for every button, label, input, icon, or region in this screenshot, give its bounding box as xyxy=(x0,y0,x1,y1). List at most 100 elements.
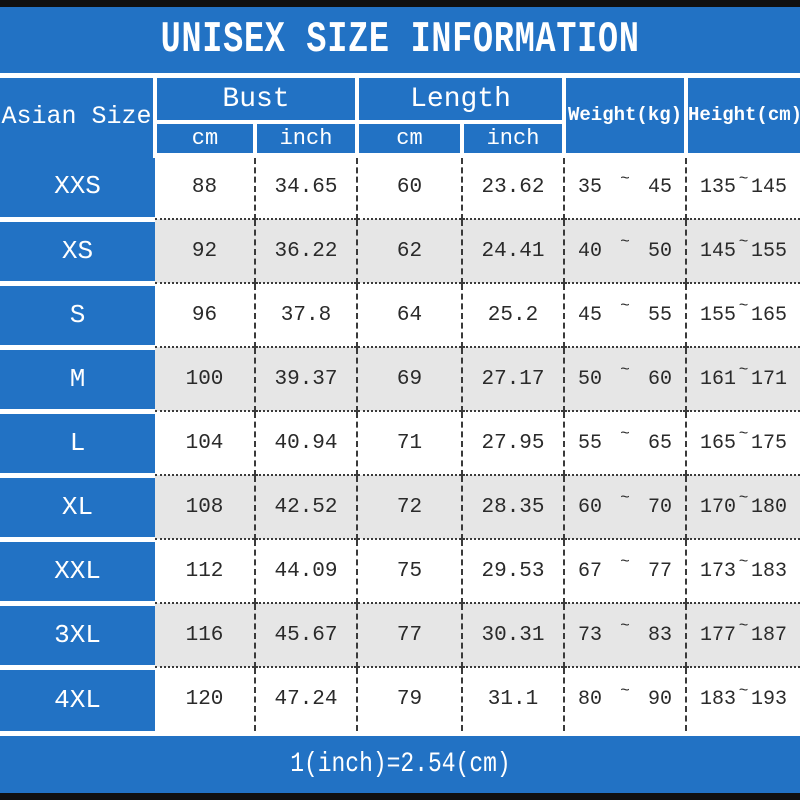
height-min: 183 xyxy=(700,688,737,711)
length-cm-cell: 79 xyxy=(356,666,462,731)
weight-min: 60 xyxy=(578,495,603,519)
height-range: 173 ~ 183 xyxy=(687,553,800,583)
size-row: L 104 40.94 71 27.95 55 ~ 65 165 ~ 175 xyxy=(0,408,800,475)
length-inch-cell: 30.31 xyxy=(460,602,565,667)
weight-range-cell: 35 ~ 45 xyxy=(563,155,687,219)
length-cm-cell: 71 xyxy=(356,410,462,475)
size-label: XL xyxy=(0,472,155,539)
height-min: 155 xyxy=(700,303,737,327)
bust-cm-cell: 100 xyxy=(155,346,255,411)
bust-inch-cell: 37.8 xyxy=(254,282,357,347)
size-table: Asian Size Bust Length Weight(kg) Height… xyxy=(0,78,800,731)
weight-max: 83 xyxy=(647,623,672,647)
bust-cm-cell: 96 xyxy=(155,282,255,347)
weight-range-cell: 60 ~ 70 xyxy=(563,474,687,539)
height-min: 135 xyxy=(700,176,737,200)
weight-range: 35 ~ 45 xyxy=(565,170,685,200)
length-inch-cell: 27.95 xyxy=(460,410,565,475)
weight-min: 35 xyxy=(578,176,603,200)
bust-inch-cell: 47.24 xyxy=(254,666,357,731)
tilde-separator: ~ xyxy=(738,233,749,251)
size-label: S xyxy=(0,280,155,347)
length-cm-cell: 60 xyxy=(356,155,462,219)
weight-max: 50 xyxy=(647,239,672,263)
bust-inch-cell: 39.37 xyxy=(254,346,357,411)
height-max: 155 xyxy=(750,239,787,263)
weight-range-cell: 80 ~ 90 xyxy=(563,666,687,731)
tilde-separator: ~ xyxy=(738,489,749,507)
bust-cm-cell: 112 xyxy=(155,538,255,603)
bust-cm-cell: 108 xyxy=(155,474,255,539)
size-label: M xyxy=(0,344,155,411)
height-range-cell: 165 ~ 175 xyxy=(685,410,800,475)
weight-min: 45 xyxy=(578,303,603,327)
height-max: 180 xyxy=(750,495,787,519)
length-group-header: Length xyxy=(357,78,567,124)
weight-max: 70 xyxy=(647,495,672,519)
size-row: 4XL 120 47.24 79 31.1 80 ~ 90 183 ~ 193 xyxy=(0,664,800,731)
size-table-body: XXS 88 34.65 60 23.62 35 ~ 45 135 ~ 145 … xyxy=(0,155,800,731)
height-range-cell: 145 ~ 155 xyxy=(685,218,800,283)
tilde-separator: ~ xyxy=(738,169,749,188)
size-row: XS 92 36.22 62 24.41 40 ~ 50 145 ~ 155 xyxy=(0,216,800,283)
length-inch-cell: 23.62 xyxy=(460,155,565,219)
length-cm-cell: 75 xyxy=(356,538,462,603)
weight-range: 80 ~ 90 xyxy=(565,682,685,712)
weight-range-cell: 73 ~ 83 xyxy=(563,602,687,667)
size-label: XS xyxy=(0,216,155,283)
bust-inch-cell: 40.94 xyxy=(254,410,357,475)
weight-max: 77 xyxy=(647,559,672,583)
weight-range: 60 ~ 70 xyxy=(565,489,685,519)
length-cm-cell: 72 xyxy=(356,474,462,539)
bust-cm-cell: 92 xyxy=(155,218,255,283)
length-cm-cell: 62 xyxy=(356,218,462,283)
tilde-separator: ~ xyxy=(620,361,630,379)
tilde-separator: ~ xyxy=(620,233,630,251)
length-inch-header: inch xyxy=(462,122,567,158)
tilde-separator: ~ xyxy=(620,425,630,443)
tilde-separator: ~ xyxy=(620,617,630,635)
height-range-cell: 155 ~ 165 xyxy=(685,282,800,347)
height-range-cell: 183 ~ 193 xyxy=(685,666,800,731)
bust-inch-cell: 44.09 xyxy=(254,538,357,603)
weight-range: 45 ~ 55 xyxy=(565,297,685,327)
size-label: XXS xyxy=(0,155,155,219)
size-label: 4XL xyxy=(0,664,155,731)
bust-inch-cell: 42.52 xyxy=(254,474,357,539)
tilde-separator: ~ xyxy=(738,617,749,635)
chart-title-bar: UNISEX SIZE INFORMATION xyxy=(0,7,800,78)
height-min: 170 xyxy=(700,495,737,519)
height-max: 183 xyxy=(750,559,787,583)
weight-range-cell: 50 ~ 60 xyxy=(563,346,687,411)
bust-cm-cell: 104 xyxy=(155,410,255,475)
length-inch-cell: 24.41 xyxy=(460,218,565,283)
height-range-cell: 170 ~ 180 xyxy=(685,474,800,539)
weight-range-cell: 40 ~ 50 xyxy=(563,218,687,283)
length-cm-cell: 64 xyxy=(356,282,462,347)
height-min: 161 xyxy=(700,367,737,391)
tilde-separator: ~ xyxy=(620,489,630,507)
height-min: 165 xyxy=(700,431,737,455)
weight-min: 50 xyxy=(578,367,603,391)
weight-min: 73 xyxy=(578,623,603,647)
tilde-separator: ~ xyxy=(620,297,630,315)
weight-range-cell: 67 ~ 77 xyxy=(563,538,687,603)
weight-max: 60 xyxy=(647,367,672,391)
weight-range-cell: 45 ~ 55 xyxy=(563,282,687,347)
conversion-note: 1(inch)=2.54(cm) xyxy=(289,749,511,780)
bust-cm-cell: 116 xyxy=(155,602,255,667)
weight-header: Weight(kg) xyxy=(564,78,689,158)
bust-group-header: Bust xyxy=(155,78,359,124)
height-range: 161 ~ 171 xyxy=(687,361,800,391)
weight-min: 40 xyxy=(578,239,603,263)
size-row: 3XL 116 45.67 77 30.31 73 ~ 83 177 ~ 187 xyxy=(0,600,800,667)
bust-inch-cell: 36.22 xyxy=(254,218,357,283)
tilde-separator: ~ xyxy=(738,425,749,443)
height-range: 170 ~ 180 xyxy=(687,489,800,519)
length-inch-cell: 31.1 xyxy=(460,666,565,731)
tilde-separator: ~ xyxy=(738,681,749,700)
weight-range: 40 ~ 50 xyxy=(565,233,685,263)
bust-inch-cell: 45.67 xyxy=(254,602,357,667)
weight-min: 80 xyxy=(578,688,603,711)
